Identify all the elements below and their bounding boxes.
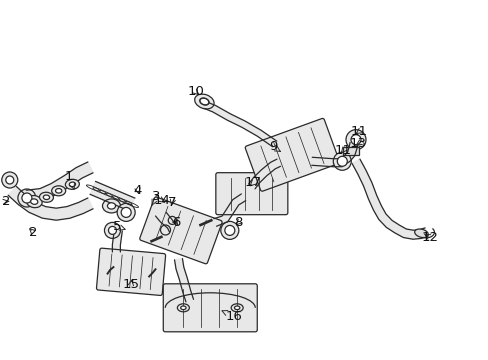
Circle shape (104, 222, 120, 238)
Text: 11: 11 (350, 125, 367, 138)
Ellipse shape (65, 179, 79, 189)
Ellipse shape (200, 98, 208, 105)
Circle shape (224, 225, 234, 235)
Circle shape (2, 172, 18, 188)
Ellipse shape (194, 94, 214, 109)
Ellipse shape (180, 306, 186, 310)
Circle shape (117, 203, 135, 221)
Circle shape (346, 130, 365, 150)
Text: 13: 13 (349, 138, 366, 150)
Polygon shape (311, 157, 342, 167)
Polygon shape (112, 230, 122, 252)
Circle shape (22, 193, 32, 203)
FancyBboxPatch shape (215, 173, 287, 215)
Circle shape (350, 135, 360, 145)
Circle shape (221, 221, 238, 239)
Ellipse shape (177, 304, 189, 312)
Polygon shape (8, 186, 93, 220)
Ellipse shape (69, 182, 75, 186)
Text: 7: 7 (167, 196, 176, 209)
Text: 12: 12 (421, 231, 438, 244)
Ellipse shape (31, 199, 38, 204)
Circle shape (333, 152, 350, 170)
Ellipse shape (102, 199, 120, 213)
Ellipse shape (107, 203, 115, 209)
Circle shape (6, 176, 14, 184)
Ellipse shape (234, 306, 240, 310)
Polygon shape (340, 143, 357, 165)
Text: 3: 3 (151, 190, 161, 206)
FancyBboxPatch shape (163, 284, 257, 332)
FancyBboxPatch shape (96, 248, 165, 296)
Text: 17: 17 (244, 176, 261, 189)
Text: 10: 10 (187, 85, 203, 98)
Ellipse shape (40, 192, 53, 202)
FancyBboxPatch shape (140, 197, 222, 264)
Text: 11: 11 (334, 144, 351, 157)
Text: 2: 2 (1, 195, 10, 208)
Polygon shape (90, 181, 135, 211)
Polygon shape (26, 162, 93, 202)
Text: 8: 8 (234, 216, 243, 229)
Text: 16: 16 (222, 310, 242, 323)
Circle shape (108, 226, 116, 234)
Text: 15: 15 (122, 278, 139, 291)
Ellipse shape (52, 186, 65, 196)
Circle shape (337, 156, 346, 166)
Text: 4: 4 (133, 184, 142, 197)
Bar (343, 147, 358, 155)
Polygon shape (174, 258, 193, 302)
Text: 9: 9 (268, 140, 280, 153)
Circle shape (121, 207, 131, 217)
Ellipse shape (56, 189, 61, 193)
Polygon shape (248, 159, 280, 189)
Polygon shape (203, 102, 276, 147)
Text: 2: 2 (29, 226, 38, 239)
Text: 5: 5 (113, 220, 125, 233)
Polygon shape (351, 159, 427, 239)
Text: 6: 6 (171, 216, 180, 229)
Ellipse shape (414, 229, 427, 238)
Text: 1: 1 (64, 170, 74, 189)
Polygon shape (213, 194, 245, 226)
Text: 14: 14 (154, 194, 170, 207)
Circle shape (18, 189, 36, 207)
FancyBboxPatch shape (245, 118, 339, 191)
Ellipse shape (43, 195, 49, 199)
Ellipse shape (26, 195, 42, 208)
Ellipse shape (231, 304, 243, 312)
